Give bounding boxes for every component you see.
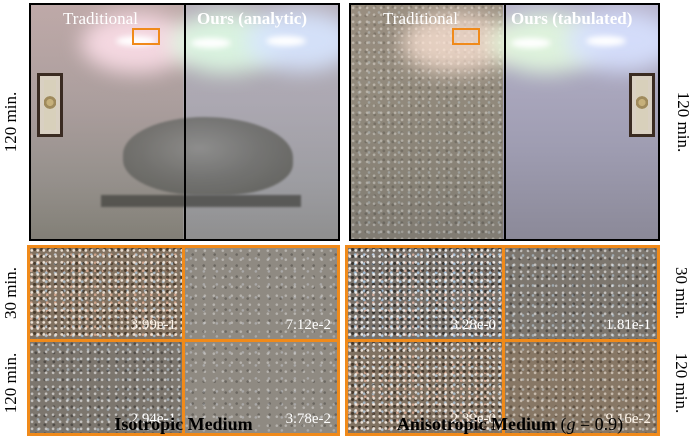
lamp-core bbox=[266, 36, 306, 46]
caption-paren: ( bbox=[560, 414, 567, 434]
traditional-label: Traditional bbox=[63, 9, 138, 28]
wall-painting bbox=[37, 73, 63, 137]
crop-ours-120min: 3.78e-2 bbox=[185, 342, 337, 433]
statue-plinth bbox=[101, 195, 301, 207]
zoom-region-marker bbox=[132, 28, 160, 45]
anisotropic-caption: Anisotropic Medium (g = 0.9) bbox=[345, 414, 675, 435]
error-value: 3.78e-2 bbox=[285, 411, 331, 427]
crop-ours-30min: 1.81e-1 bbox=[505, 248, 657, 339]
caption-text: Anisotropic Medium bbox=[396, 414, 556, 434]
anisotropic-render: Traditional Ours (tabulated) bbox=[349, 3, 660, 241]
lamp-core bbox=[586, 36, 626, 46]
caption-text: Isotropic Medium bbox=[114, 414, 253, 434]
error-value: 2.94e-1 bbox=[130, 411, 176, 427]
lamp-core bbox=[191, 38, 231, 48]
wall-painting bbox=[629, 73, 655, 137]
crop-ours-30min: 7.12e-2 bbox=[185, 248, 337, 339]
crop-traditional-120min: 2.94e-1 bbox=[30, 342, 182, 433]
isotropic-render: Traditional Ours (analytic) bbox=[29, 3, 340, 241]
split-divider bbox=[504, 5, 506, 239]
anisotropic-crops: 3.28e-0 1.81e-1 2.39e-0 9.16e-2 bbox=[345, 245, 660, 436]
ours-label: Ours (analytic) bbox=[197, 9, 308, 28]
caption-variable: g bbox=[566, 414, 576, 434]
ours-label: Ours (tabulated) bbox=[511, 9, 633, 28]
isotropic-caption: Isotropic Medium bbox=[27, 414, 340, 435]
time-label-right: 120 min. bbox=[674, 91, 693, 153]
row-time-label: 120 min. bbox=[672, 352, 691, 414]
crop-ours-120min: 9.16e-2 bbox=[505, 342, 657, 433]
time-label-left: 120 min. bbox=[1, 91, 20, 153]
traditional-label: Traditional bbox=[383, 9, 458, 28]
dragon-statue bbox=[123, 117, 293, 195]
crop-traditional-120min: 2.39e-0 bbox=[348, 342, 502, 433]
split-divider bbox=[184, 5, 186, 239]
row-time-label: 30 min. bbox=[672, 267, 691, 319]
error-value: 3.28e-0 bbox=[450, 317, 496, 333]
isotropic-crops: 3.99e-1 7.12e-2 2.94e-1 3.78e-2 bbox=[27, 245, 340, 436]
error-value: 1.81e-1 bbox=[605, 317, 651, 333]
zoom-region-marker bbox=[452, 28, 480, 45]
crop-traditional-30min: 3.99e-1 bbox=[30, 248, 182, 339]
error-value: 7.12e-2 bbox=[285, 317, 331, 333]
error-value: 2.39e-0 bbox=[450, 411, 496, 427]
error-value: 3.99e-1 bbox=[130, 317, 176, 333]
row-time-label: 120 min. bbox=[1, 352, 20, 414]
crop-traditional-30min: 3.28e-0 bbox=[348, 248, 502, 339]
caption-equation: = 0.9) bbox=[575, 414, 624, 434]
error-value: 9.16e-2 bbox=[605, 411, 651, 427]
row-time-label: 30 min. bbox=[1, 267, 20, 319]
lamp-core bbox=[116, 36, 156, 46]
lamp-core bbox=[511, 38, 551, 48]
